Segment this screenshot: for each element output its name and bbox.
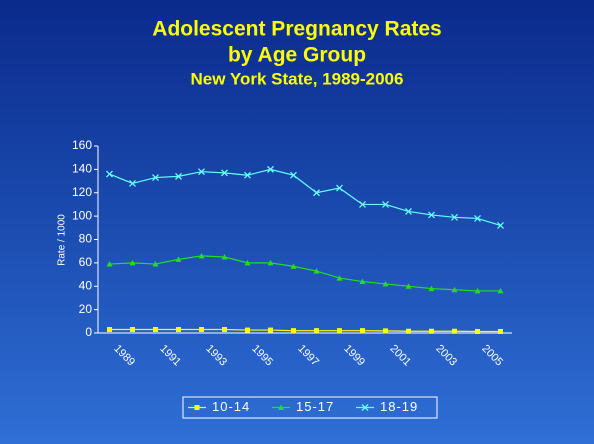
y-tick-label: 20	[79, 302, 93, 316]
marker	[175, 256, 182, 262]
y-tick-label: 120	[72, 185, 92, 199]
chart-title-line2: by Age Group	[228, 44, 366, 67]
marker	[245, 327, 250, 333]
marker	[267, 259, 274, 266]
marker	[359, 200, 366, 208]
marker	[383, 328, 388, 334]
marker	[198, 252, 205, 259]
x-tick-label: 1997	[295, 343, 321, 369]
x-tick-label: 2003	[433, 343, 459, 369]
marker	[451, 213, 458, 221]
marker	[497, 287, 504, 294]
chart-subtitle: New York State, 1989-2006	[191, 69, 404, 88]
legend-label: 18-19	[380, 399, 418, 414]
x-tick-label: 1999	[341, 343, 367, 369]
legend-box	[182, 396, 438, 419]
marker	[176, 326, 181, 332]
marker	[497, 222, 504, 229]
x-tick-label: 2005	[479, 343, 505, 369]
y-axis-label: Rate / 1000	[57, 214, 68, 266]
marker	[359, 278, 366, 285]
y-tick-label: 160	[72, 138, 92, 152]
marker	[451, 286, 458, 293]
x-tick-label: 1991	[157, 343, 183, 369]
marker	[336, 184, 343, 192]
marker	[221, 169, 228, 177]
series-line	[109, 328, 501, 333]
marker	[244, 171, 251, 179]
marker	[152, 261, 159, 267]
y-tick-label: 140	[72, 162, 92, 176]
x-tick-label: 1989	[111, 343, 137, 369]
y-tick-label: 0	[85, 325, 92, 339]
marker	[474, 287, 481, 294]
marker	[314, 328, 319, 334]
y-tick-label: 100	[72, 208, 92, 222]
marker	[290, 263, 297, 269]
marker	[291, 328, 296, 334]
marker	[221, 254, 228, 260]
marker	[130, 326, 135, 332]
marker	[452, 328, 457, 334]
marker	[361, 404, 369, 411]
marker	[428, 211, 435, 219]
marker	[405, 207, 412, 215]
marker	[199, 326, 204, 332]
x-tick-label: 1995	[249, 343, 275, 369]
marker	[313, 189, 320, 197]
marker	[337, 328, 342, 334]
chart-title: Adolescent Pregnancy Rates	[152, 18, 441, 41]
marker	[106, 170, 113, 178]
marker	[106, 261, 113, 267]
series-line	[109, 168, 501, 227]
marker	[382, 200, 389, 208]
legend-label: 10-14	[212, 399, 250, 414]
y-tick-label: 40	[79, 278, 93, 292]
marker	[278, 404, 284, 410]
marker	[313, 268, 320, 274]
marker	[107, 326, 112, 332]
marker	[474, 215, 481, 222]
marker	[405, 283, 412, 289]
marker	[336, 275, 343, 281]
marker	[429, 328, 434, 334]
marker	[244, 259, 251, 266]
marker	[198, 168, 205, 176]
marker	[267, 165, 274, 173]
series-line	[109, 255, 501, 292]
marker	[129, 259, 136, 266]
marker	[475, 328, 480, 334]
marker	[498, 328, 503, 334]
marker	[153, 326, 158, 332]
marker	[175, 172, 182, 180]
marker	[360, 328, 365, 334]
y-tick-label: 80	[79, 232, 93, 246]
marker	[152, 174, 159, 182]
marker	[406, 328, 411, 334]
x-tick-label: 2001	[387, 343, 413, 369]
marker	[382, 280, 389, 287]
marker	[194, 405, 200, 410]
marker	[129, 179, 136, 187]
marker	[222, 326, 227, 332]
y-tick-label: 60	[79, 255, 93, 269]
marker	[268, 327, 273, 333]
marker	[290, 171, 297, 179]
legend-label: 15-17	[296, 399, 334, 414]
x-tick-label: 1993	[203, 343, 229, 369]
marker	[428, 285, 435, 292]
